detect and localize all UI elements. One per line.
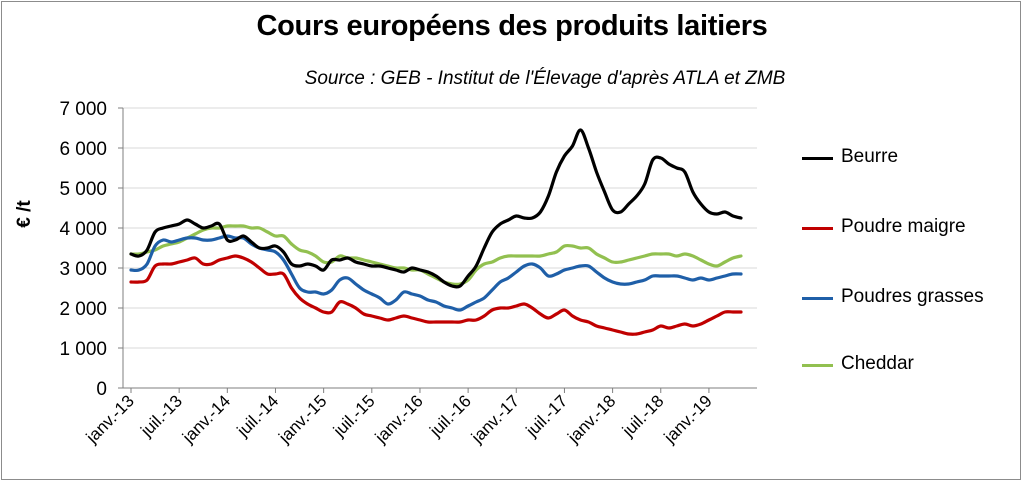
y-axis-title: € /t <box>14 200 35 228</box>
y-tick-label: 3 000 <box>59 259 107 280</box>
series-line-beurre <box>129 128 743 289</box>
series-line-cheddar <box>129 224 743 286</box>
x-tick-label: janv.-15 <box>274 391 330 447</box>
legend-swatch <box>802 297 833 300</box>
chart-title: Cours européens des produits laitiers <box>256 10 768 42</box>
axis-layer <box>118 107 757 393</box>
y-tick-label: 1 000 <box>59 339 107 360</box>
x-tick-label: janv.-18 <box>563 391 619 447</box>
legend-label: Beurre <box>841 146 899 167</box>
y-tick-label: 5 000 <box>59 179 107 200</box>
x-tick-label: janv.-17 <box>467 391 523 447</box>
legend-label: Poudres grasses <box>841 286 984 307</box>
x-tick-label: janv.-16 <box>371 391 427 447</box>
legend-swatch <box>802 364 833 367</box>
x-tick-label: janv.-14 <box>178 391 234 447</box>
legend-label: Cheddar <box>841 353 914 374</box>
chart-subtitle: Source : GEB - Institut de l'Élevage d'a… <box>304 68 786 89</box>
legend-label: Poudre maigre <box>841 216 966 237</box>
legend-swatch <box>802 157 833 160</box>
grid-layer <box>123 107 757 349</box>
y-tick-label: 2 000 <box>59 299 107 320</box>
y-tick-label: 4 000 <box>59 219 107 240</box>
y-tick-label: 7 000 <box>59 99 107 120</box>
x-tick-label: janv.-13 <box>82 391 138 447</box>
y-tick-label: 6 000 <box>59 139 107 160</box>
x-tick-label: janv.-19 <box>660 391 716 447</box>
legend-swatch <box>802 227 833 230</box>
y-tick-label: 0 <box>96 379 107 400</box>
series-line-poudre-maigre <box>129 254 743 336</box>
series-line-poudres-grasses <box>129 234 743 312</box>
series-layer <box>129 128 743 336</box>
label-layer: 0 1 000 2 000 3 000 4 000 5 000 6 000 7 000 janv… <box>14 99 716 447</box>
